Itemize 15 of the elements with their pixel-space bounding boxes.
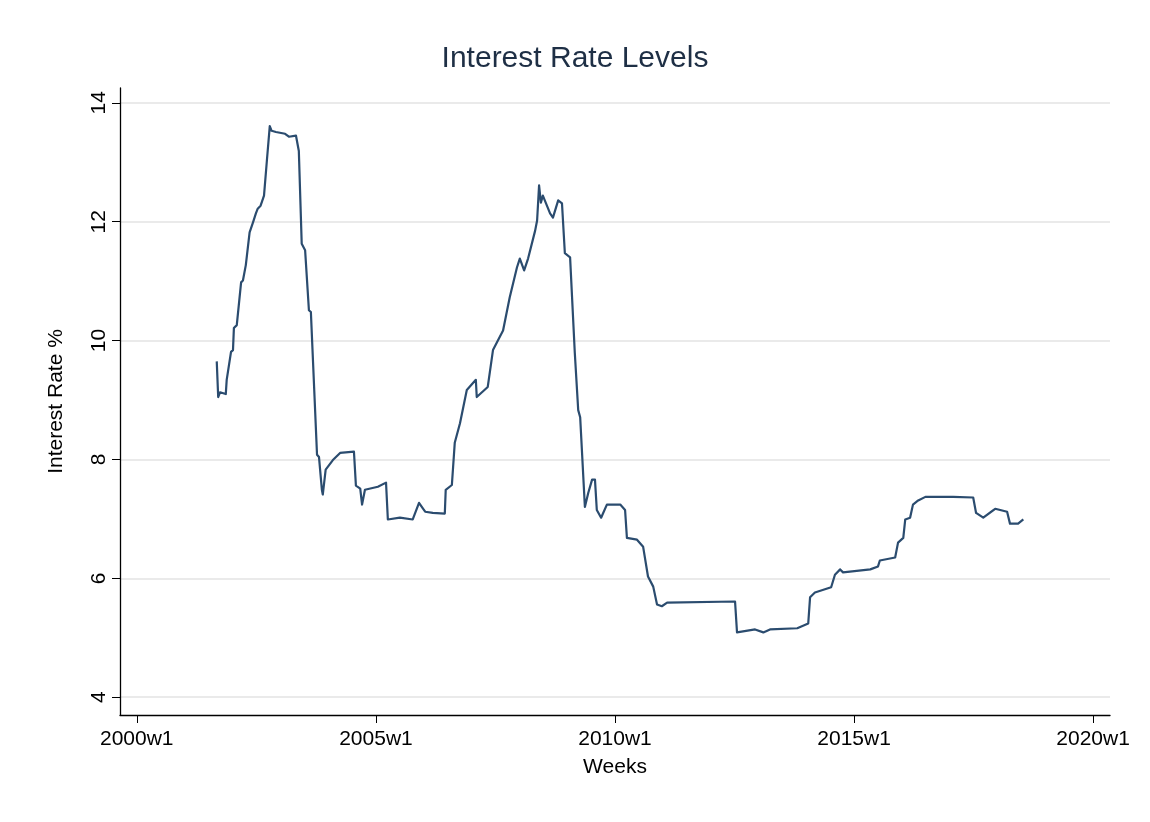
y-tick-label: 4 xyxy=(86,691,109,704)
y-tick-label: 12 xyxy=(86,210,109,234)
y-tick-label: 10 xyxy=(86,328,109,353)
x-tick-label: 2005w1 xyxy=(339,726,413,749)
y-tick-label: 6 xyxy=(86,572,109,585)
x-axis-title: Weeks xyxy=(583,754,647,777)
x-tick-label: 2010w1 xyxy=(578,726,652,749)
x-tick-label: 2000w1 xyxy=(99,726,174,749)
chart-title: Interest Rate Levels xyxy=(441,39,709,73)
line-series xyxy=(215,124,1025,634)
y-tick-label: 8 xyxy=(86,453,109,466)
x-tick-label: 2020w1 xyxy=(1056,726,1130,749)
x-tick-label: 2015w1 xyxy=(817,726,891,749)
y-axis-title: Interest Rate % xyxy=(43,329,66,474)
y-tick-label: 14 xyxy=(86,90,109,115)
